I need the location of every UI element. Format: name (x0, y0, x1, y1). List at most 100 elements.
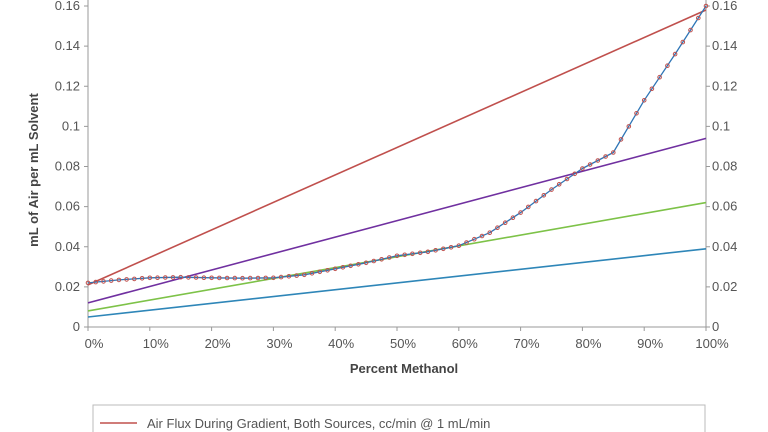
series-4-point (116, 277, 122, 283)
series-4-point (680, 39, 686, 45)
series-line-1 (87, 137, 707, 304)
series-4-point (132, 276, 137, 282)
series-4-point (433, 248, 438, 253)
series-4-point (688, 27, 693, 33)
series-4-point (155, 275, 160, 281)
series-line-3 (87, 248, 707, 318)
series-4-point (417, 250, 423, 256)
series-4-point (108, 278, 114, 283)
series-4-point (332, 266, 338, 272)
series-4-point (618, 137, 624, 142)
y-tick-label: 0.14 (55, 38, 80, 53)
y-tick-label: 0.16 (55, 0, 80, 13)
x-axis-label: Percent Methanol (350, 361, 458, 376)
series-4-point (657, 74, 662, 80)
series-4-point (487, 230, 493, 235)
series-4-point (603, 154, 608, 159)
y-right-tick-label: 0 (712, 319, 719, 334)
series-4-point (217, 275, 222, 281)
series-4-point (634, 111, 639, 116)
series-line-4 (87, 5, 707, 284)
series-4-point (425, 249, 431, 255)
y-right-tick-label: 0.02 (712, 279, 737, 294)
series-4-point (163, 275, 168, 280)
series-4-point (394, 253, 400, 259)
series-4-point (271, 275, 276, 281)
x-tick-label: 30% (266, 336, 292, 351)
series-4-point (611, 150, 616, 155)
series-4-point (186, 275, 191, 280)
series-4-point (472, 236, 477, 242)
series-4-point (580, 166, 585, 171)
series-4-point (93, 279, 98, 285)
series-4-point (224, 275, 230, 281)
series-4-point (302, 272, 307, 278)
series-4-point (518, 210, 523, 215)
series-4-point (549, 187, 554, 192)
series-4-point (124, 277, 129, 282)
y-tick-label: 0.1 (62, 118, 80, 133)
y-tick-label: 0.12 (55, 78, 80, 93)
series-4-point (410, 251, 415, 257)
x-tick-label: 100% (695, 336, 729, 351)
y-tick-label: 0.08 (55, 159, 80, 174)
x-tick-label: 40% (328, 336, 354, 351)
series-4-point (479, 233, 485, 239)
series-4-point (587, 162, 593, 167)
series-line-0 (87, 9, 707, 286)
series-4-point (665, 63, 670, 68)
series-4-point (541, 193, 547, 198)
series-4-point (495, 225, 500, 230)
y-right-tick-label: 0.16 (712, 0, 737, 13)
series-4-point (564, 176, 570, 182)
series-4-point (240, 275, 245, 281)
x-tick-label: 0% (85, 336, 104, 351)
plot-area: 0 0.02 0.04 0.06 0.08 0.1 0.12 0.14 0.16 0 0.02 0.0… (55, 0, 737, 351)
x-tick-label: 80% (575, 336, 601, 351)
y-tick-label: 0 (73, 319, 80, 334)
y-right-tick-label: 0.04 (712, 239, 737, 254)
y-right-tick-label: 0.12 (712, 78, 737, 93)
x-tick-label: 50% (390, 336, 416, 351)
series-4-point (464, 240, 469, 245)
series-4-point (456, 243, 462, 248)
series-4-point (170, 275, 176, 280)
series-4-point (232, 275, 238, 281)
legend-entry: Air Flux During Gradient, Both Sources, … (147, 416, 490, 431)
y-right-tick-label: 0.14 (712, 38, 737, 53)
series-4-point (556, 182, 562, 187)
series-4-point (193, 275, 199, 280)
series-4-point (371, 258, 377, 264)
series-4-point (502, 220, 508, 225)
series-4-point (595, 158, 601, 163)
legend: Air Flux During Gradient, Both Sources, … (92, 404, 706, 432)
series-4-point (201, 275, 207, 281)
series-4-point (572, 171, 578, 177)
series-4-point (85, 280, 91, 286)
x-tick-label: 20% (205, 336, 231, 351)
series-4-point (147, 275, 153, 281)
series-4-point (294, 273, 299, 278)
series-4-point (703, 3, 709, 9)
series-4-point (363, 260, 369, 266)
series-4-point (379, 257, 384, 262)
series-4-point (340, 265, 346, 270)
series-4-point (387, 255, 392, 260)
series-4-point (317, 269, 323, 275)
series-4-point (526, 204, 531, 210)
series-4-point (309, 271, 315, 276)
series-4-point (510, 215, 516, 220)
series-4-point (441, 246, 446, 252)
y-tick-label: 0.06 (55, 199, 80, 214)
series-4-point (325, 268, 330, 273)
legend-box (92, 404, 706, 432)
series-4-point (247, 275, 253, 281)
series-4-point (448, 245, 454, 250)
x-tick-label: 60% (452, 336, 478, 351)
series-4-point (402, 252, 408, 258)
y-right-tick-label: 0.08 (712, 159, 737, 174)
series-4-point (348, 263, 353, 269)
series-4-point (672, 51, 678, 57)
series-4-point (649, 86, 655, 92)
